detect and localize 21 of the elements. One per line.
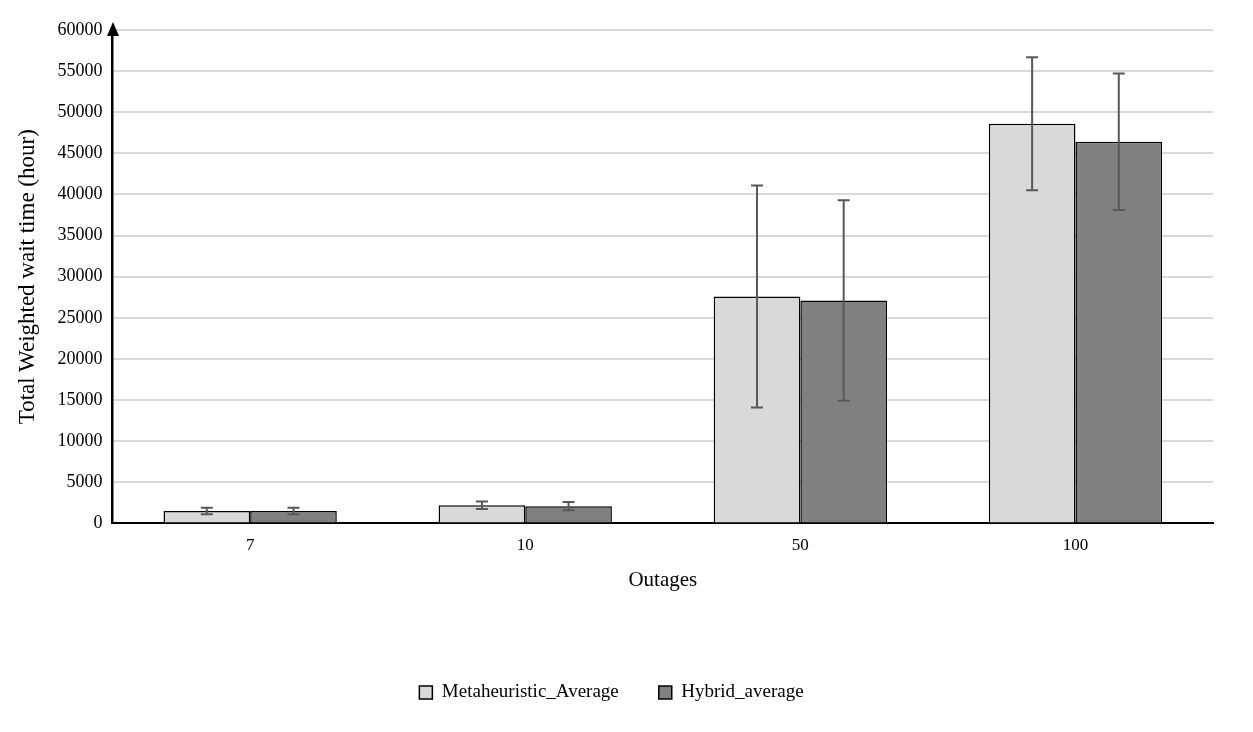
y-tick-label: 60000 <box>57 18 103 39</box>
x-tick-label: 50 <box>791 535 809 555</box>
y-tick-label: 40000 <box>57 183 103 204</box>
y-tick-label: 0 <box>93 512 103 533</box>
y-tick-label: 45000 <box>57 142 103 163</box>
y-tick-label: 15000 <box>57 388 103 409</box>
y-tick-label: 10000 <box>57 429 103 450</box>
y-tick-label: 20000 <box>57 347 103 368</box>
x-axis-title: Outages <box>628 566 698 591</box>
y-tick-label: 55000 <box>57 59 103 80</box>
legend-label: Metaheuristic_Average <box>441 680 619 702</box>
x-tick-label: 7 <box>245 535 255 555</box>
y-tick-label: 5000 <box>66 471 103 492</box>
y-tick-label: 50000 <box>57 100 103 121</box>
y-tick-label: 30000 <box>57 265 103 286</box>
x-tick-label: 100 <box>1062 535 1089 555</box>
y-tick-label: 35000 <box>57 224 103 245</box>
y-tick-label: 25000 <box>57 306 103 327</box>
y-axis-title: Total Weighted wait time (hour) <box>13 129 39 425</box>
x-tick-label: 10 <box>516 535 534 555</box>
legend-label: Hybrid_average <box>681 680 804 702</box>
